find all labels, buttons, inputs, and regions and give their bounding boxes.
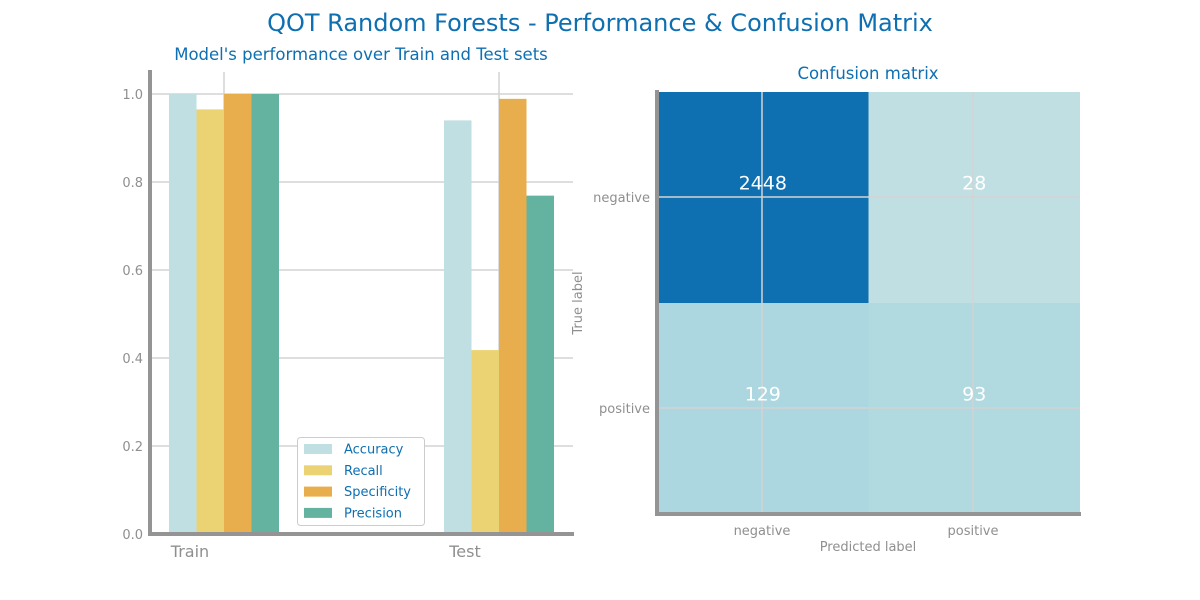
cm-y-tick-label: positive — [599, 402, 650, 417]
x-tick-label: Train — [170, 542, 209, 561]
bar-accuracy-test — [444, 120, 472, 535]
y-tick-label: 0.4 — [122, 352, 143, 367]
legend: Accuracy Recall Specificity Precision — [297, 437, 425, 526]
x-tick-label: Test — [448, 542, 481, 561]
legend-label: Accuracy — [344, 443, 404, 458]
legend-swatch — [304, 507, 332, 518]
legend-label: Precision — [344, 506, 402, 521]
bar-precision-test — [526, 195, 554, 534]
y-tick-label: 0.2 — [122, 440, 143, 455]
main-title: QOT Random Forests - Performance & Confu… — [267, 9, 933, 37]
y-tick-label: 0.6 — [122, 264, 143, 279]
legend-swatch — [304, 465, 332, 476]
bar-recall-test — [471, 350, 499, 534]
bar-specificity-test — [499, 98, 527, 534]
bar-chart-title: Model's performance over Train and Test … — [174, 45, 548, 64]
confusion-matrix-title: Confusion matrix — [797, 64, 938, 83]
cm-cell-value: 2448 — [739, 173, 787, 195]
legend-box — [297, 437, 425, 526]
cm-cell-value: 93 — [962, 384, 986, 406]
legend-swatch — [304, 486, 332, 497]
legend-swatch — [304, 444, 332, 454]
bar-recall-train — [196, 109, 224, 535]
legend-label: Recall — [344, 464, 383, 479]
y-axis-label: True label — [571, 271, 586, 335]
y-tick-label: 0.0 — [122, 528, 143, 543]
confusion-matrix-heatmap: Confusion matrix 2448 28 129 93 negative posi… — [571, 64, 1081, 555]
cm-x-tick-label: negative — [734, 524, 791, 539]
bar-accuracy-train — [169, 94, 197, 534]
cm-x-tick-label: positive — [948, 524, 999, 539]
bar-precision-train — [251, 94, 279, 534]
x-axis-label: Predicted label — [820, 540, 917, 555]
y-tick-label: 1.0 — [122, 88, 143, 103]
legend-label: Specificity — [344, 485, 411, 500]
cm-cell-value: 28 — [962, 173, 986, 195]
bar-specificity-train — [224, 94, 252, 534]
performance-bar-chart: Model's performance over Train and Test … — [122, 45, 574, 561]
y-tick-label: 0.8 — [122, 176, 143, 191]
cm-y-tick-label: negative — [593, 191, 650, 206]
cm-cell-value: 129 — [745, 384, 781, 406]
